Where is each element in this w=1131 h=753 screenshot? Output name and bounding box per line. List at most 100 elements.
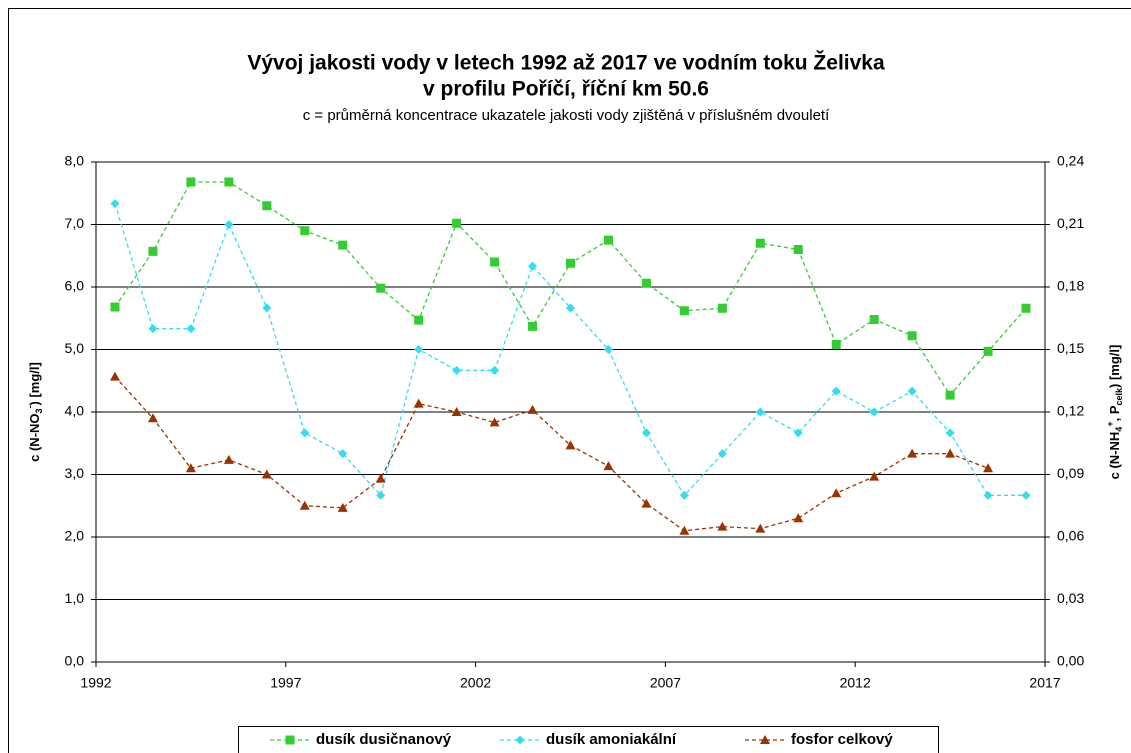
marker	[452, 218, 462, 228]
x-tick-label: 1997	[270, 675, 301, 691]
y2-tick-label: 0,09	[1057, 465, 1084, 481]
label-part: c (N-NH	[1107, 432, 1122, 480]
y-tick-label: 4,0	[65, 403, 85, 419]
y2-tick-label: 0,18	[1057, 278, 1084, 294]
marker	[755, 407, 765, 417]
y2-tick-label: 0,06	[1057, 528, 1084, 544]
marker	[186, 177, 196, 187]
marker	[603, 461, 614, 471]
y2-tick-label: 0,12	[1057, 403, 1084, 419]
marker	[414, 315, 424, 325]
marker	[641, 428, 651, 438]
marker	[148, 324, 158, 334]
marker	[603, 345, 613, 354]
marker	[717, 303, 727, 313]
marker	[717, 449, 727, 459]
x-tick-label: 2012	[840, 675, 871, 691]
chart-frame	[8, 8, 1131, 753]
marker	[565, 440, 576, 450]
marker	[603, 235, 613, 245]
marker	[679, 490, 689, 500]
label-part: -	[25, 405, 35, 408]
marker	[869, 407, 879, 417]
marker	[945, 428, 955, 438]
x-tick-label: 1992	[80, 675, 111, 691]
marker	[566, 258, 575, 268]
marker	[109, 371, 120, 381]
marker	[528, 261, 538, 271]
marker	[527, 404, 538, 414]
label-part: +	[1105, 421, 1115, 426]
marker	[755, 523, 766, 533]
marker	[907, 386, 917, 396]
legend-label: fosfor celkový	[791, 731, 893, 748]
marker	[337, 502, 348, 512]
marker	[186, 324, 196, 334]
label-part: ) [mg/l]	[1107, 345, 1122, 388]
marker	[338, 449, 348, 459]
marker	[793, 245, 803, 254]
label-part: c (N-NO	[27, 413, 42, 461]
marker	[490, 365, 500, 375]
label-part: celk	[1114, 387, 1124, 406]
legend-box	[238, 726, 939, 753]
marker	[945, 448, 956, 458]
marker	[148, 246, 158, 256]
marker	[300, 226, 310, 236]
marker	[983, 463, 994, 473]
marker	[376, 283, 386, 293]
y-tick-label: 0,0	[65, 653, 85, 669]
x-tick-label: 2017	[1029, 675, 1060, 691]
series-line	[114, 376, 989, 532]
marker	[451, 407, 462, 416]
marker	[338, 240, 348, 250]
y-tick-label: 6,0	[65, 278, 85, 294]
marker	[755, 238, 765, 248]
marker	[831, 488, 842, 498]
marker	[907, 331, 917, 341]
marker	[413, 398, 424, 408]
marker	[983, 490, 993, 500]
chart-title: v profilu Poříčí, říční km 50.6	[423, 78, 709, 101]
y2-tick-label: 0,24	[1057, 153, 1084, 169]
marker	[679, 525, 690, 535]
y-tick-label: 2,0	[65, 528, 85, 544]
y-tick-label: 1,0	[65, 590, 85, 606]
marker	[110, 199, 120, 209]
marker	[1021, 490, 1031, 500]
marker	[869, 471, 880, 481]
y-axis-label: c (N-NO3-) [mg/l]	[25, 362, 44, 462]
y-tick-label: 7,0	[65, 215, 85, 231]
y-tick-label: 3,0	[65, 465, 85, 481]
marker	[907, 448, 918, 458]
marker	[528, 321, 538, 331]
label-part: 4	[1114, 427, 1124, 432]
marker	[224, 177, 234, 187]
marker	[285, 735, 295, 745]
marker	[261, 469, 272, 479]
marker	[262, 201, 272, 211]
marker	[300, 428, 310, 438]
y-tick-label: 5,0	[65, 340, 85, 356]
label-part: ) [mg/l]	[27, 362, 42, 405]
marker	[262, 303, 272, 313]
marker	[717, 521, 728, 531]
marker	[831, 386, 841, 396]
y2-tick-label: 0,03	[1057, 590, 1084, 606]
marker	[793, 428, 803, 438]
marker	[110, 302, 120, 312]
label-part: , P	[1107, 405, 1122, 421]
marker	[641, 498, 652, 508]
marker	[1021, 303, 1031, 313]
marker	[760, 735, 770, 744]
marker	[869, 315, 879, 324]
marker	[679, 306, 689, 316]
marker	[376, 490, 386, 500]
marker	[490, 257, 500, 267]
chart-subtitle: c = průměrná koncentrace ukazatele jakos…	[303, 107, 830, 124]
marker	[566, 303, 575, 313]
y-tick-label: 8,0	[65, 153, 85, 169]
marker	[793, 513, 804, 523]
marker	[641, 278, 651, 288]
